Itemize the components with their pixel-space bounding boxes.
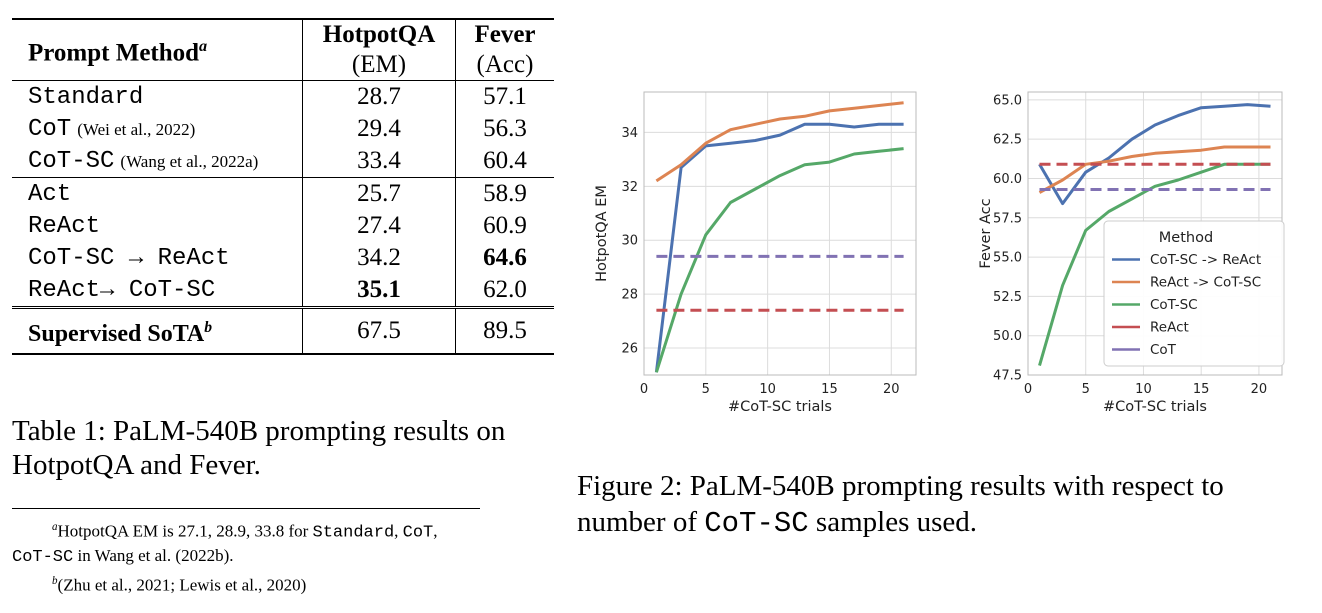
y-tick-label: 30: [621, 234, 638, 249]
x-tick-label: 20: [883, 382, 900, 397]
table-row: Standard 28.7 57.1: [12, 80, 554, 113]
x-tick-label: 20: [1251, 382, 1268, 397]
series-line-react-cot-sc: [655, 101, 904, 183]
method-name: CoT-SC → ReAct: [28, 245, 230, 272]
x-axis-label: #CoT-SC trials: [1103, 399, 1207, 415]
method-name: Supervised SoTAb: [12, 306, 303, 355]
fever-value: 56.3: [455, 113, 554, 145]
footnote-b: b(Zhu et al., 2021; Lewis et al., 2020): [52, 575, 307, 595]
legend-label: ReAct: [1150, 320, 1189, 336]
method-name: Act: [28, 181, 72, 208]
y-tick-label: 65.0: [993, 93, 1022, 108]
method-name: CoT-SC: [28, 148, 115, 175]
legend-box: [1103, 220, 1285, 367]
fever-value-best: 64.6: [455, 242, 554, 274]
table-row: ReAct 27.4 60.9: [12, 210, 554, 242]
x-tick-label: 10: [759, 382, 776, 397]
series-line-cot-sc-react: [1038, 103, 1271, 206]
y-axis-label: HotpotQA EM: [594, 185, 610, 282]
hotpot-value: 29.4: [302, 113, 456, 145]
method-name: CoT: [28, 116, 72, 143]
table-row: Act 25.7 58.9: [12, 177, 554, 210]
x-tick-label: 0: [1024, 382, 1032, 397]
legend-label: CoT: [1150, 342, 1177, 358]
series-line-cot-sc: [654, 147, 904, 373]
table-row: ReAct→ CoT-SC 35.1 62.0: [12, 274, 554, 308]
x-tick-label: 5: [702, 382, 710, 397]
y-tick-label: 26: [621, 342, 638, 357]
header-prompt-method: Prompt Methoda: [28, 37, 208, 67]
x-tick-label: 15: [821, 382, 838, 397]
hotpot-value: 27.4: [302, 210, 456, 242]
legend-label: CoT-SC: [1150, 297, 1198, 313]
x-axis-label: #CoT-SC trials: [728, 399, 832, 415]
citation: (Wang et al., 2022a): [120, 152, 259, 171]
table-header-row: Prompt Methoda HotpotQA (EM) Fever (Acc): [12, 19, 554, 81]
citation: (Wei et al., 2022): [77, 120, 196, 139]
fever-chart: 47.5 50.0 52.5 55.0 57.5 60.0 62.5 65.0 0 5 10 15 20…: [978, 91, 1285, 415]
method-name: ReAct→ CoT-SC: [28, 277, 216, 304]
x-tick-label: 15: [1193, 382, 1210, 397]
header-hotpotqa: HotpotQA (EM): [302, 19, 456, 81]
results-table: Prompt Methoda HotpotQA (EM) Fever (Acc) S…: [12, 18, 554, 355]
footnote-divider: [12, 508, 480, 509]
table-row-supervised: Supervised SoTAb 67.5 89.5: [12, 306, 554, 355]
y-tick-label: 32: [621, 180, 638, 195]
footnote-a: aHotpotQA EM is 27.1, 28.9, 33.8 for Sta…: [12, 521, 438, 567]
legend-title: Method: [1159, 230, 1213, 246]
hotpot-value-best: 35.1: [302, 274, 456, 308]
hotpot-value: 67.5: [302, 306, 456, 355]
legend-label: CoT-SC -> ReAct: [1150, 252, 1261, 268]
table-row: CoT-SC → ReAct 34.2 64.6: [12, 242, 554, 274]
hotpot-value: 28.7: [302, 80, 456, 113]
fever-value: 60.9: [455, 210, 554, 242]
method-name: ReAct: [28, 213, 101, 240]
fever-value: 57.1: [455, 80, 554, 113]
fever-value: 89.5: [455, 306, 554, 355]
y-tick-label: 28: [621, 288, 638, 303]
y-tick-label: 34: [621, 126, 638, 141]
method-name: Standard: [28, 84, 144, 111]
figure-caption: Figure 2: PaLM-540B prompting results wi…: [577, 470, 1224, 540]
plot-frame: [643, 91, 917, 376]
y-tick-label: 52.5: [993, 290, 1022, 305]
y-axis-label: Fever Acc: [978, 198, 994, 268]
y-tick-label: 57.5: [993, 211, 1022, 226]
table-row: CoT (Wei et al., 2022) 29.4 56.3: [12, 113, 554, 145]
series-line-react-cot-sc: [1038, 145, 1271, 194]
hotpot-value: 33.4: [302, 145, 456, 178]
fever-value: 62.0: [455, 274, 554, 308]
x-tick-label: 0: [640, 382, 648, 397]
series-line-cot-sc-react: [654, 122, 904, 373]
y-tick-label: 62.5: [993, 133, 1022, 148]
legend-label: ReAct -> CoT-SC: [1150, 275, 1261, 291]
y-tick-label: 60.0: [993, 172, 1022, 187]
fever-value: 58.9: [455, 177, 554, 210]
y-tick-label: 55.0: [993, 251, 1022, 266]
hotpot-value: 34.2: [302, 242, 456, 274]
y-tick-label: 47.5: [993, 369, 1022, 384]
x-tick-label: 5: [1082, 382, 1090, 397]
table-row: CoT-SC (Wang et al., 2022a) 33.4 60.4: [12, 145, 554, 178]
hotpotqa-chart: 26 28 30 32 34 0 5 10 15 20 #CoT-SC trials HotpotQA…: [594, 91, 917, 415]
fever-value: 60.4: [455, 145, 554, 178]
hotpot-value: 25.7: [302, 177, 456, 210]
y-tick-label: 50.0: [993, 329, 1022, 344]
table-caption: Table 1: PaLM-540B prompting results on …: [12, 415, 506, 481]
header-fever: Fever (Acc): [455, 19, 554, 81]
x-tick-label: 10: [1135, 382, 1152, 397]
